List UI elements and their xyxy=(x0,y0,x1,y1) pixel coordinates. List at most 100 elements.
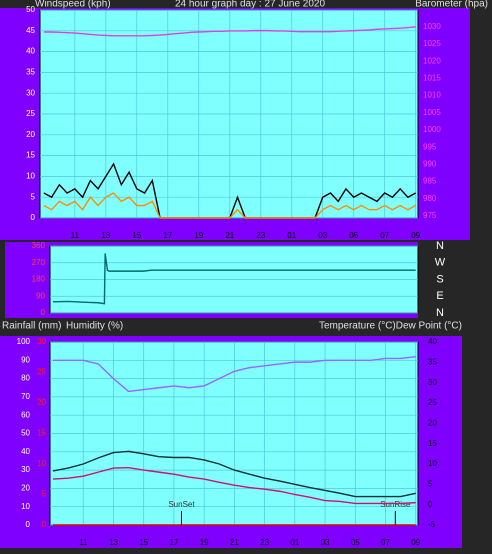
y2-tick-label: N xyxy=(436,307,444,319)
y-tick-label: 90 xyxy=(36,291,45,300)
y-tick-label: 20 xyxy=(26,130,35,139)
y-tick-label: 30 xyxy=(26,88,35,97)
x-tick-label: 23 xyxy=(260,538,269,547)
y-tick-label: 50 xyxy=(26,5,35,14)
y-tick-label: 90 xyxy=(21,355,30,364)
x-tick-label: 17 xyxy=(163,231,172,240)
y-tick-label: 0 xyxy=(31,213,36,222)
x-tick-label: 11 xyxy=(71,231,80,240)
y-tick-label: 60 xyxy=(21,410,30,419)
x-tick-label: 01 xyxy=(290,538,299,547)
y2-tick-label: 1000 xyxy=(423,125,441,134)
y2-tick-label: S xyxy=(436,273,443,285)
x-tick-label: 13 xyxy=(101,231,110,240)
y2-tick-label: W xyxy=(435,257,446,269)
x-tick-label: 13 xyxy=(109,538,118,547)
x-tick-label: 11 xyxy=(79,538,88,547)
y-tick-label: 100 xyxy=(17,337,31,346)
series-line xyxy=(52,466,416,505)
y-tick-label: 180 xyxy=(32,275,46,284)
x-tick-label: 01 xyxy=(287,231,296,240)
x-tick-label: 19 xyxy=(200,538,209,547)
series-line xyxy=(43,26,416,37)
y2-tick-label: 10 xyxy=(428,459,437,468)
y-tick-label: 0 xyxy=(26,520,31,529)
y2-tick-label: 1030 xyxy=(423,22,441,31)
y-tick-label: 25 xyxy=(26,109,35,118)
y-tick-label: 360 xyxy=(32,241,46,250)
x-tick-label: 09 xyxy=(411,538,420,547)
y2-tick-label: 15 xyxy=(428,439,437,448)
y-tick-label: 70 xyxy=(21,392,30,401)
y2-tick-label: 1025 xyxy=(423,39,441,48)
y2-label: Barometer (hpa) xyxy=(415,0,488,10)
x-tick-label: 03 xyxy=(321,538,330,547)
y2-tick-label: 1010 xyxy=(423,91,441,100)
y-tick-label: 5 xyxy=(31,192,36,201)
y3-tick-label: 20 xyxy=(37,398,46,407)
y2-tick-label: 25 xyxy=(428,398,437,407)
y2-tick-label: 980 xyxy=(423,194,437,203)
y3-tick-label: 15 xyxy=(37,429,46,438)
y2-tick-label: 40 xyxy=(428,337,437,346)
x-tick-label: 15 xyxy=(139,538,148,547)
y2-tick-label: 975 xyxy=(423,211,437,220)
x-tick-label: 03 xyxy=(318,231,327,240)
x-tick-label: 19 xyxy=(194,231,203,240)
x-tick-label: 05 xyxy=(351,538,360,547)
y-tick-label: 10 xyxy=(21,502,30,511)
y3-tick-label: 5 xyxy=(42,490,47,499)
y2-tick-label: N xyxy=(436,240,444,252)
x-tick-label: 17 xyxy=(169,538,178,547)
y2-tick-label: 5 xyxy=(428,479,433,488)
y-tick-label: 270 xyxy=(32,258,46,267)
y2-tick-label: E xyxy=(436,290,443,302)
y2-tick-label: 30 xyxy=(428,378,437,387)
y2-tick-label: -5 xyxy=(428,520,436,529)
y-tick-label: 80 xyxy=(21,374,30,383)
y2-tick-label: 990 xyxy=(423,159,437,168)
x-tick-label: 21 xyxy=(225,231,234,240)
x-tick-label: 07 xyxy=(381,538,390,547)
series-line xyxy=(43,192,417,219)
y2-tick-label: 1020 xyxy=(423,56,441,65)
y3-tick-label: 10 xyxy=(37,459,46,468)
y2-tick-label: 985 xyxy=(423,177,437,186)
annotation: SunRise xyxy=(380,500,411,509)
series-line xyxy=(53,253,416,305)
y3-label: Rainfall (mm) xyxy=(2,321,61,332)
x-tick-label: 15 xyxy=(132,231,141,240)
y2-tick-label: 1015 xyxy=(423,74,441,83)
x-tick-label: 05 xyxy=(349,231,358,240)
y-tick-label: 35 xyxy=(26,68,35,77)
series-line xyxy=(53,355,416,393)
y3-tick-label: 30 xyxy=(37,337,46,346)
y3-tick-label: 0 xyxy=(42,520,47,529)
x-tick-label: 09 xyxy=(411,231,420,240)
y-tick-label: 20 xyxy=(21,484,30,493)
y2-label: Temperature (°C)Dew Point (°C) xyxy=(319,321,462,332)
y-tick-label: 0 xyxy=(41,308,46,317)
y-tick-label: 45 xyxy=(26,26,35,35)
y-tick-label: 40 xyxy=(21,447,30,456)
y-label: Windspeed (kph) xyxy=(35,0,111,10)
title: 24 hour graph day : 27 June 2020 xyxy=(175,0,326,10)
y3-tick-label: 25 xyxy=(37,368,46,377)
x-tick-label: 23 xyxy=(256,231,265,240)
y2-tick-label: 1005 xyxy=(423,108,441,117)
y-tick-label: 30 xyxy=(21,465,30,474)
y-tick-label: 40 xyxy=(26,47,35,56)
series-line xyxy=(52,450,416,498)
y-label: Humidity (%) xyxy=(66,321,123,332)
y2-tick-label: 995 xyxy=(423,142,437,151)
y-tick-label: 10 xyxy=(26,172,35,181)
y2-tick-label: 20 xyxy=(428,418,437,427)
x-tick-label: 21 xyxy=(230,538,239,547)
y2-tick-label: 0 xyxy=(428,500,433,509)
y-tick-label: 50 xyxy=(21,429,30,438)
y-tick-label: 15 xyxy=(26,151,35,160)
x-tick-label: 07 xyxy=(380,231,389,240)
annotation: SunSet xyxy=(168,500,195,509)
